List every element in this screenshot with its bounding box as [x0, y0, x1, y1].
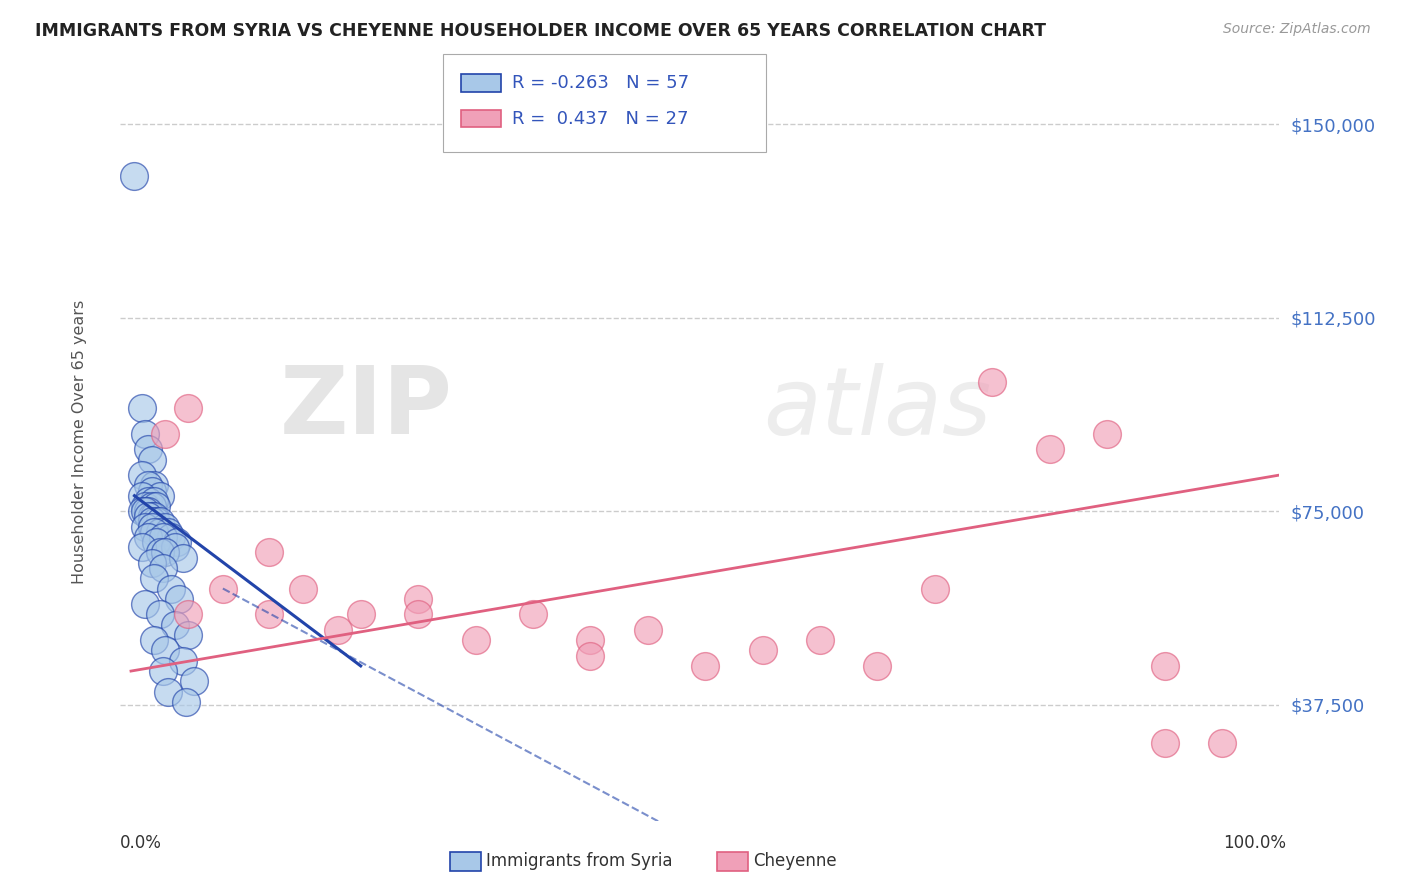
Point: [172, 550, 194, 565]
Point: [1153, 736, 1175, 750]
Point: [522, 607, 544, 622]
Point: [143, 524, 166, 539]
Point: [136, 442, 159, 457]
Point: [149, 489, 172, 503]
Point: [924, 582, 946, 596]
Point: [808, 633, 831, 648]
Point: [143, 633, 166, 648]
Point: [141, 452, 163, 467]
Point: [152, 664, 174, 678]
Point: [131, 504, 153, 518]
Text: Householder Income Over 65 years: Householder Income Over 65 years: [72, 300, 87, 583]
Point: [149, 545, 172, 559]
Point: [406, 607, 429, 622]
Point: [149, 524, 172, 539]
Point: [131, 401, 153, 415]
Point: [1211, 736, 1233, 750]
Point: [143, 493, 166, 508]
Point: [145, 515, 167, 529]
Point: [136, 530, 159, 544]
Point: [149, 607, 172, 622]
Point: [134, 519, 156, 533]
Point: [406, 591, 429, 606]
Point: [141, 515, 163, 529]
Text: IMMIGRANTS FROM SYRIA VS CHEYENNE HOUSEHOLDER INCOME OVER 65 YEARS CORRELATION C: IMMIGRANTS FROM SYRIA VS CHEYENNE HOUSEH…: [35, 22, 1046, 40]
Point: [326, 623, 349, 637]
Point: [152, 530, 174, 544]
Point: [134, 499, 156, 513]
Point: [136, 478, 159, 492]
Point: [124, 169, 146, 183]
Point: [866, 659, 889, 673]
Point: [579, 633, 602, 648]
Text: Cheyenne: Cheyenne: [754, 852, 837, 870]
Point: [160, 530, 183, 544]
Point: [131, 468, 153, 483]
Point: [637, 623, 659, 637]
Point: [1153, 659, 1175, 673]
Point: [145, 499, 167, 513]
Point: [141, 483, 163, 498]
Point: [166, 535, 188, 549]
Point: [257, 607, 280, 622]
Point: [172, 654, 194, 668]
Point: [152, 561, 174, 575]
Point: [155, 545, 177, 559]
Point: [350, 607, 373, 622]
Point: [131, 489, 153, 503]
Point: [131, 541, 153, 555]
Point: [155, 519, 177, 533]
Point: [167, 591, 190, 606]
Point: [160, 582, 183, 596]
Point: [163, 617, 186, 632]
Text: R =  0.437   N = 27: R = 0.437 N = 27: [512, 110, 689, 128]
Point: [145, 535, 167, 549]
Point: [141, 509, 163, 524]
Text: R = -0.263   N = 57: R = -0.263 N = 57: [512, 74, 689, 92]
Point: [156, 524, 179, 539]
Point: [143, 571, 166, 585]
Text: atlas: atlas: [763, 362, 991, 453]
Point: [134, 426, 156, 441]
Point: [579, 648, 602, 663]
Point: [141, 556, 163, 570]
Point: [134, 597, 156, 611]
Point: [177, 401, 200, 415]
Point: [177, 628, 200, 642]
Text: Immigrants from Syria: Immigrants from Syria: [486, 852, 673, 870]
Text: 0.0%: 0.0%: [120, 834, 162, 852]
Point: [141, 499, 163, 513]
Point: [1095, 426, 1118, 441]
Point: [292, 582, 315, 596]
Point: [155, 426, 177, 441]
Point: [751, 643, 773, 657]
Point: [177, 607, 200, 622]
Point: [143, 509, 166, 524]
Point: [695, 659, 717, 673]
Point: [136, 504, 159, 518]
Point: [464, 633, 486, 648]
Point: [212, 582, 235, 596]
Point: [155, 643, 177, 657]
Point: [141, 519, 163, 533]
Point: [134, 504, 156, 518]
Point: [136, 493, 159, 508]
Point: [257, 545, 280, 559]
Point: [183, 674, 205, 689]
Text: Source: ZipAtlas.com: Source: ZipAtlas.com: [1223, 22, 1371, 37]
Point: [981, 376, 1004, 390]
Point: [136, 509, 159, 524]
Text: 100.0%: 100.0%: [1223, 834, 1286, 852]
Point: [156, 684, 179, 698]
Point: [1039, 442, 1062, 457]
Point: [149, 515, 172, 529]
Point: [163, 541, 186, 555]
Point: [143, 478, 166, 492]
Text: ZIP: ZIP: [280, 362, 453, 454]
Point: [174, 695, 197, 709]
